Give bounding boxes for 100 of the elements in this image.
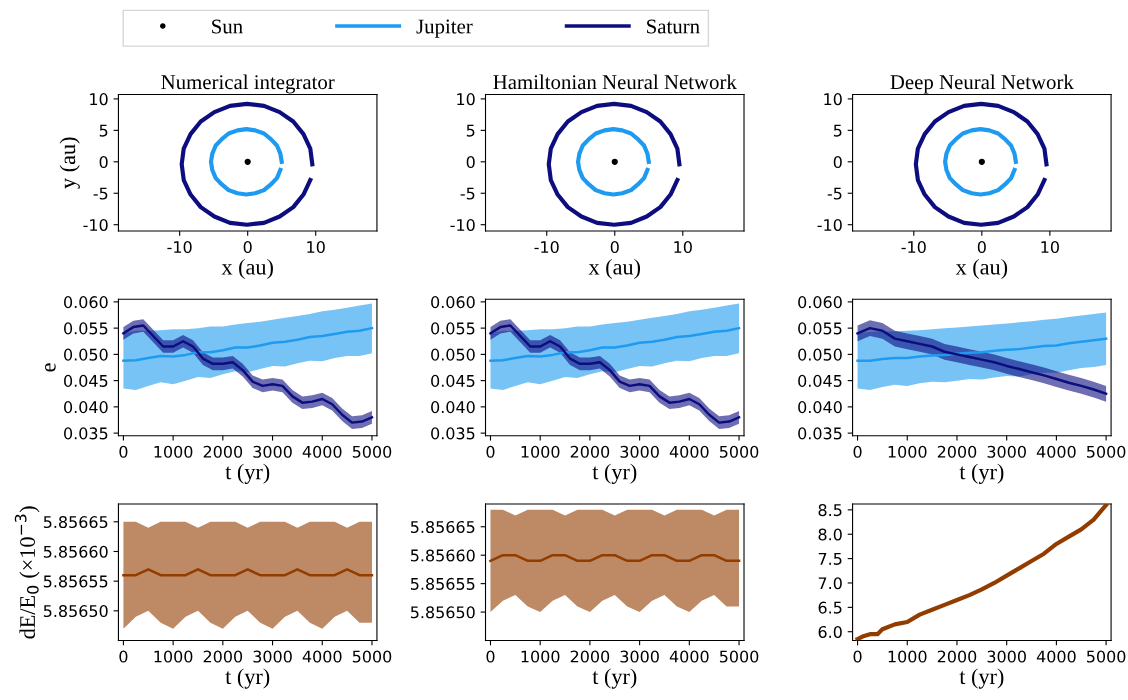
x-tick-label: -10 xyxy=(901,241,926,254)
line-series xyxy=(856,326,1108,395)
x-axis-title: x (au) xyxy=(588,258,640,280)
y-tick-label: 0 xyxy=(833,156,842,169)
x-tick-label: -10 xyxy=(167,241,192,254)
y-tick-label: 0.055 xyxy=(431,322,475,335)
x-axis-title: t (yr) xyxy=(959,463,1004,484)
legend-label: Sun xyxy=(212,19,243,34)
y-tick-label: 0.040 xyxy=(798,401,842,414)
x-tick-label: 2000 xyxy=(570,650,610,663)
y-tick-label: 0.060 xyxy=(64,296,108,309)
x-tick-label: 2000 xyxy=(570,445,610,458)
y-tick-label: 0.060 xyxy=(431,296,475,309)
x-tick-label: 5000 xyxy=(719,650,759,663)
chart-title: Deep Neural Network xyxy=(890,74,1074,94)
y-axis-title: e xyxy=(45,363,56,372)
y-tick-label: -10 xyxy=(83,218,108,231)
x-tick-label: 0 xyxy=(853,650,862,663)
x-tick-label: 4000 xyxy=(1036,650,1076,663)
x-tick-label: 3000 xyxy=(253,445,292,458)
y-tick-label: 0.050 xyxy=(64,348,108,361)
x-tick-label: 0 xyxy=(486,445,495,458)
x-tick-label: 4000 xyxy=(669,445,709,458)
line-series xyxy=(855,504,1109,641)
line-series xyxy=(208,127,284,197)
y-tick-label: -10 xyxy=(450,218,475,231)
y-tick-label: 0.055 xyxy=(798,322,842,335)
y-tick-label: 5.85655 xyxy=(43,575,108,588)
y-tick-label: 10 xyxy=(90,93,108,106)
x-tick-label: 1000 xyxy=(154,650,193,663)
x-tick-label: 1000 xyxy=(521,650,560,663)
line-series xyxy=(179,101,315,227)
y-tick-label: 0.050 xyxy=(798,348,842,361)
x-tick-label: 1000 xyxy=(521,445,560,458)
y-axis-title: dE/E$_{0}$ (×10$^{−3}$) xyxy=(14,506,40,639)
y-tick-label: 0.035 xyxy=(798,427,842,440)
legend-label: Jupiter xyxy=(416,19,473,38)
y-tick-label: 7.5 xyxy=(818,553,842,565)
y-tick-label: 5.85655 xyxy=(410,577,475,590)
x-tick-label: 4000 xyxy=(302,650,342,663)
x-tick-label: 0 xyxy=(119,445,128,458)
y-tick-label: 5 xyxy=(99,124,108,137)
x-tick-label: 3000 xyxy=(620,650,659,663)
line-series xyxy=(122,326,374,362)
x-tick-label: 3000 xyxy=(253,650,292,663)
y-tick-label: 5.85660 xyxy=(410,549,475,562)
y-tick-label: 5.85665 xyxy=(43,516,108,529)
x-tick-label: 4000 xyxy=(669,650,709,663)
y-tick-label: 5.85665 xyxy=(410,520,475,534)
x-tick-label: 5000 xyxy=(1087,650,1126,663)
x-axis-title: t (yr) xyxy=(225,463,270,484)
x-tick-label: 1000 xyxy=(888,445,927,458)
x-tick-label: 1000 xyxy=(154,445,193,458)
y-tick-label: -5 xyxy=(93,187,108,200)
x-tick-label: 5000 xyxy=(352,650,392,663)
y-tick-label: 0 xyxy=(466,156,475,169)
y-tick-label: -5 xyxy=(827,187,842,200)
x-tick-label: 0 xyxy=(243,241,252,254)
x-tick-label: 5000 xyxy=(719,445,759,458)
x-axis-title: x (au) xyxy=(955,258,1008,280)
y-tick-label: 0.040 xyxy=(64,401,108,414)
x-tick-label: 2000 xyxy=(203,445,243,458)
x-tick-label: 4000 xyxy=(1036,445,1076,458)
x-tick-label: 2000 xyxy=(937,650,977,663)
y-tick-label: 10 xyxy=(457,93,475,106)
x-tick-label: -10 xyxy=(534,241,559,254)
chart-title: Numerical integrator xyxy=(161,74,335,94)
line-series xyxy=(575,127,651,197)
y-tick-label: 7.0 xyxy=(818,577,842,590)
y-tick-label: 6.0 xyxy=(818,625,842,639)
y-tick-label: 5.85660 xyxy=(43,545,108,558)
x-tick-label: 10 xyxy=(307,241,325,254)
x-tick-label: 1000 xyxy=(888,650,927,663)
y-tick-label: 0.045 xyxy=(64,374,108,387)
y-tick-label: 5 xyxy=(833,124,842,137)
y-tick-label: 5 xyxy=(466,124,475,137)
y-tick-label: -5 xyxy=(460,187,475,200)
x-tick-label: 0 xyxy=(119,650,128,663)
y-tick-label: 10 xyxy=(824,93,842,106)
y-tick-label: 0.050 xyxy=(431,348,475,361)
y-tick-label: 6.5 xyxy=(818,601,842,614)
line-series xyxy=(943,127,1018,197)
line-series xyxy=(489,326,741,362)
y-tick-label: 0.035 xyxy=(431,427,475,440)
y-tick-label: 0.055 xyxy=(64,322,108,335)
x-axis-title: t (yr) xyxy=(225,668,270,689)
x-tick-label: 3000 xyxy=(620,445,659,458)
y-tick-label: 5.85650 xyxy=(43,605,108,618)
x-axis-title: t (yr) xyxy=(592,463,637,484)
x-axis-title: t (yr) xyxy=(959,668,1004,689)
x-tick-label: 3000 xyxy=(987,445,1026,458)
x-tick-label: 4000 xyxy=(302,445,342,458)
chart-title: Hamiltonian Neural Network xyxy=(493,74,737,90)
x-tick-label: 0 xyxy=(610,241,619,254)
y-tick-label: -10 xyxy=(817,218,842,231)
x-tick-label: 5000 xyxy=(1087,445,1126,458)
y-tick-label: 0 xyxy=(99,156,108,169)
y-tick-label: 8.5 xyxy=(818,504,842,517)
x-tick-label: 2000 xyxy=(203,650,243,663)
y-tick-label: 0.045 xyxy=(798,374,842,387)
